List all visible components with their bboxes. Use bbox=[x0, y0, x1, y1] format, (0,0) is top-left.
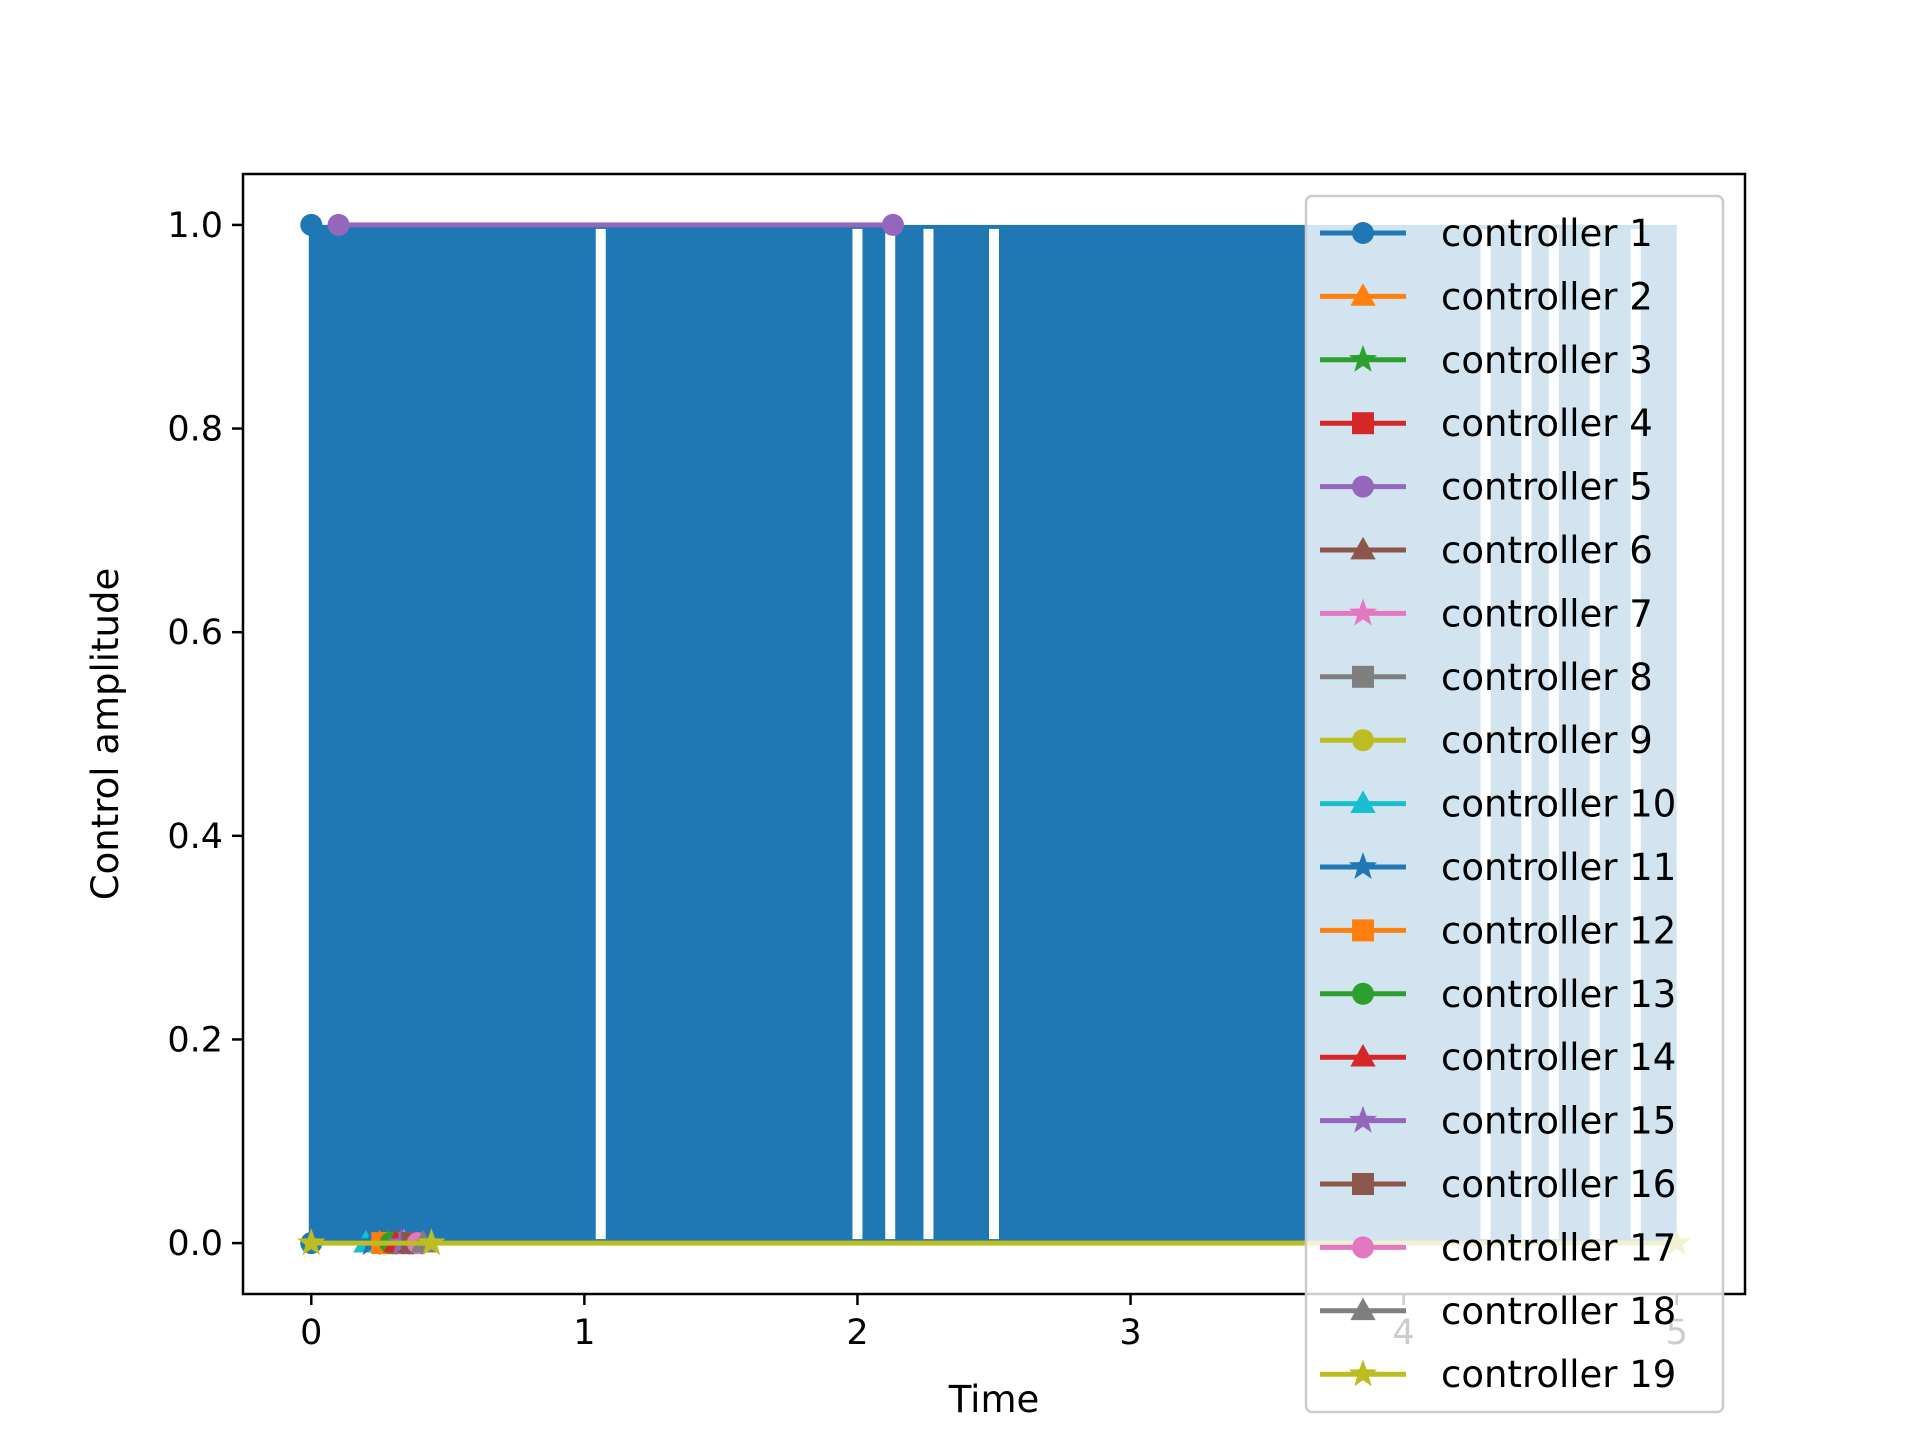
legend-marker bbox=[1350, 283, 1376, 306]
legend-label: controller 1 bbox=[1441, 212, 1653, 255]
data-point bbox=[327, 213, 350, 236]
filled-region-gap bbox=[595, 228, 606, 1240]
legend-label: controller 6 bbox=[1441, 529, 1653, 572]
legend-label: controller 4 bbox=[1441, 402, 1653, 445]
axes-frame bbox=[241, 172, 1747, 1296]
legend-label: controller 10 bbox=[1441, 783, 1676, 826]
legend-marker bbox=[1350, 536, 1376, 560]
legend-label: controller 12 bbox=[1441, 909, 1676, 952]
filled-region-gap bbox=[852, 228, 863, 1240]
legend-item: controller 5 bbox=[1320, 466, 1653, 509]
legend-item: controller 17 bbox=[1320, 1226, 1676, 1269]
data-point bbox=[297, 1228, 326, 1256]
legend-marker bbox=[1352, 412, 1374, 435]
legend-marker bbox=[1352, 222, 1374, 244]
legend-label: controller 5 bbox=[1441, 466, 1653, 509]
legend-label: controller 15 bbox=[1441, 1100, 1676, 1143]
legend-label: controller 16 bbox=[1441, 1163, 1676, 1206]
legend-item: controller 19 bbox=[1320, 1353, 1676, 1396]
x-axis-label: Time bbox=[948, 1378, 1040, 1421]
legend-marker bbox=[1352, 919, 1374, 942]
legend-item: controller 15 bbox=[1320, 1100, 1676, 1143]
legend-item: controller 3 bbox=[1320, 339, 1653, 382]
data-point bbox=[881, 213, 904, 236]
axes: 0123450.00.20.40.60.81.0 bbox=[167, 172, 1747, 1353]
y-tick-label: 0.8 bbox=[167, 410, 223, 450]
legend-item: controller 13 bbox=[1320, 973, 1676, 1016]
legend-marker bbox=[1350, 1044, 1376, 1067]
legend-item: controller 1 bbox=[1320, 212, 1653, 255]
series-5 bbox=[327, 213, 904, 236]
legend-box bbox=[1304, 194, 1725, 1414]
x-tick-label: 1 bbox=[573, 1313, 595, 1353]
legend-item: controller 10 bbox=[1320, 783, 1676, 826]
legend-item: controller 2 bbox=[1320, 275, 1653, 318]
x-tick-label: 0 bbox=[300, 1313, 322, 1353]
legend-marker bbox=[1352, 665, 1374, 688]
y-tick-label: 0.6 bbox=[167, 613, 223, 653]
legend-label: controller 11 bbox=[1441, 846, 1676, 889]
legend-label: controller 18 bbox=[1441, 1290, 1676, 1333]
legend-label: controller 14 bbox=[1441, 1036, 1676, 1079]
legend-item: controller 12 bbox=[1320, 909, 1676, 952]
legend-label: controller 8 bbox=[1441, 656, 1653, 699]
legend-marker bbox=[1348, 598, 1378, 626]
x-tick-label: 2 bbox=[846, 1313, 868, 1353]
legend-marker bbox=[1352, 1173, 1374, 1195]
legend-item: controller 7 bbox=[1320, 592, 1653, 635]
legend-item: controller 8 bbox=[1320, 656, 1653, 699]
legend-item: controller 14 bbox=[1320, 1036, 1676, 1079]
legend-marker bbox=[1348, 1105, 1378, 1133]
y-axis-label: Control amplitude bbox=[84, 568, 127, 900]
filled-region-gap bbox=[989, 228, 999, 1240]
legend: controller 1 controller 2 controller 3 cont… bbox=[1304, 194, 1725, 1414]
data-point bbox=[300, 213, 323, 236]
legend-marker bbox=[1352, 729, 1374, 752]
legend-label: controller 7 bbox=[1441, 592, 1653, 635]
filled-region-gap bbox=[923, 228, 934, 1240]
legend-item: controller 11 bbox=[1320, 846, 1676, 889]
y-tick-label: 1.0 bbox=[167, 206, 223, 246]
legend-label: controller 2 bbox=[1441, 275, 1653, 318]
legend-item: controller 4 bbox=[1320, 402, 1653, 445]
y-tick-label: 0.4 bbox=[167, 817, 223, 857]
legend-marker bbox=[1350, 790, 1376, 813]
legend-marker bbox=[1352, 1236, 1374, 1259]
legend-marker bbox=[1348, 1359, 1378, 1387]
filled-region-gap bbox=[885, 228, 896, 1240]
y-tick-label: 0.0 bbox=[167, 1224, 223, 1264]
legend-label: controller 9 bbox=[1441, 719, 1653, 762]
legend-label: controller 3 bbox=[1441, 339, 1653, 382]
data-point bbox=[417, 1228, 446, 1256]
legend-item: controller 16 bbox=[1320, 1163, 1676, 1206]
legend-marker bbox=[1348, 852, 1378, 879]
x-tick-label: 3 bbox=[1119, 1313, 1141, 1353]
y-tick-label: 0.2 bbox=[167, 1020, 223, 1060]
legend-label: controller 19 bbox=[1441, 1353, 1676, 1396]
legend-label: controller 17 bbox=[1441, 1226, 1676, 1269]
legend-marker bbox=[1352, 982, 1374, 1005]
legend-marker bbox=[1352, 475, 1374, 498]
legend-item: controller 6 bbox=[1320, 529, 1653, 572]
legend-marker bbox=[1350, 1297, 1376, 1321]
legend-item: controller 18 bbox=[1320, 1290, 1676, 1333]
legend-label: controller 13 bbox=[1441, 973, 1676, 1016]
legend-item: controller 9 bbox=[1320, 719, 1653, 762]
legend-marker bbox=[1348, 344, 1378, 372]
